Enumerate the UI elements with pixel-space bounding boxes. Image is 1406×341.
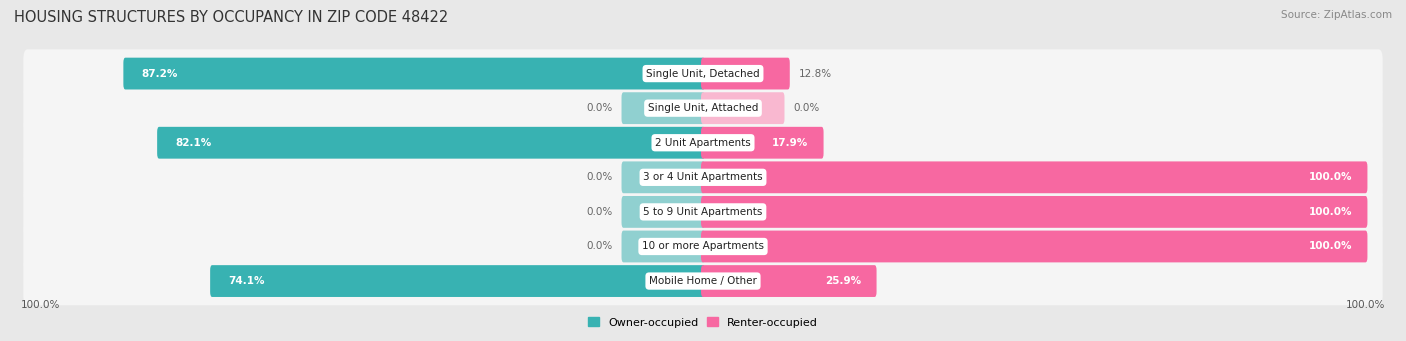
FancyBboxPatch shape <box>209 265 704 297</box>
FancyBboxPatch shape <box>702 92 785 124</box>
Text: Single Unit, Attached: Single Unit, Attached <box>648 103 758 113</box>
FancyBboxPatch shape <box>621 196 704 228</box>
FancyBboxPatch shape <box>24 222 1382 271</box>
FancyBboxPatch shape <box>702 231 1368 262</box>
FancyBboxPatch shape <box>702 196 1368 228</box>
Text: 25.9%: 25.9% <box>825 276 862 286</box>
FancyBboxPatch shape <box>621 161 704 193</box>
Text: 82.1%: 82.1% <box>174 138 211 148</box>
Text: 100.0%: 100.0% <box>1309 172 1353 182</box>
Legend: Owner-occupied, Renter-occupied: Owner-occupied, Renter-occupied <box>583 313 823 332</box>
FancyBboxPatch shape <box>124 58 704 89</box>
FancyBboxPatch shape <box>24 119 1382 167</box>
Text: Source: ZipAtlas.com: Source: ZipAtlas.com <box>1281 10 1392 20</box>
Text: 0.0%: 0.0% <box>586 241 613 251</box>
Text: HOUSING STRUCTURES BY OCCUPANCY IN ZIP CODE 48422: HOUSING STRUCTURES BY OCCUPANCY IN ZIP C… <box>14 10 449 25</box>
Text: 100.0%: 100.0% <box>1346 300 1385 310</box>
Text: 3 or 4 Unit Apartments: 3 or 4 Unit Apartments <box>643 172 763 182</box>
Text: 10 or more Apartments: 10 or more Apartments <box>643 241 763 251</box>
FancyBboxPatch shape <box>621 92 704 124</box>
Text: 0.0%: 0.0% <box>586 207 613 217</box>
Text: 0.0%: 0.0% <box>793 103 820 113</box>
Text: 2 Unit Apartments: 2 Unit Apartments <box>655 138 751 148</box>
Text: 100.0%: 100.0% <box>1309 241 1353 251</box>
FancyBboxPatch shape <box>702 265 876 297</box>
FancyBboxPatch shape <box>621 231 704 262</box>
Text: 17.9%: 17.9% <box>772 138 808 148</box>
Text: 0.0%: 0.0% <box>586 172 613 182</box>
FancyBboxPatch shape <box>702 58 790 89</box>
FancyBboxPatch shape <box>24 257 1382 305</box>
Text: 87.2%: 87.2% <box>141 69 177 78</box>
Text: 5 to 9 Unit Apartments: 5 to 9 Unit Apartments <box>644 207 762 217</box>
FancyBboxPatch shape <box>24 49 1382 98</box>
Text: Mobile Home / Other: Mobile Home / Other <box>650 276 756 286</box>
FancyBboxPatch shape <box>702 161 1368 193</box>
Text: 74.1%: 74.1% <box>228 276 264 286</box>
FancyBboxPatch shape <box>24 84 1382 132</box>
Text: 100.0%: 100.0% <box>21 300 60 310</box>
Text: 100.0%: 100.0% <box>1309 207 1353 217</box>
FancyBboxPatch shape <box>24 153 1382 202</box>
FancyBboxPatch shape <box>702 127 824 159</box>
FancyBboxPatch shape <box>24 188 1382 236</box>
Text: Single Unit, Detached: Single Unit, Detached <box>647 69 759 78</box>
FancyBboxPatch shape <box>157 127 704 159</box>
Text: 12.8%: 12.8% <box>799 69 831 78</box>
Text: 0.0%: 0.0% <box>586 103 613 113</box>
